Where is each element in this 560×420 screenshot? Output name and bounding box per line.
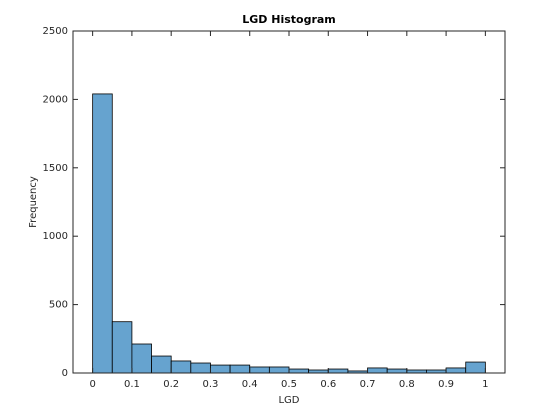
x-tick-label: 0 [89, 379, 95, 390]
bar [268, 366, 290, 374]
y-tick-label: 500 [49, 300, 68, 311]
bar [386, 368, 408, 374]
chart-title: LGD Histogram [242, 13, 336, 26]
x-tick-label: 0.8 [399, 379, 415, 390]
bar [367, 367, 388, 374]
x-tick-label: 0.6 [320, 379, 336, 390]
bar [210, 364, 231, 374]
y-tick-label: 1500 [43, 163, 68, 174]
y-tick-label: 1000 [43, 231, 68, 242]
x-tick-label: 0.4 [242, 379, 258, 390]
bar [170, 360, 192, 374]
y-axis-label: Frequency [28, 176, 39, 228]
x-tick-label: 1 [482, 379, 488, 390]
x-tick-label: 0.2 [163, 379, 179, 390]
bar [131, 343, 152, 374]
bar [445, 367, 467, 374]
bar [190, 362, 211, 374]
y-tick-label: 2500 [43, 26, 68, 37]
bar [111, 321, 133, 374]
bar [229, 364, 251, 374]
bar [327, 368, 349, 374]
x-tick-label: 0.1 [124, 379, 140, 390]
x-tick-label: 0.9 [438, 379, 454, 390]
x-tick-label: 0.5 [281, 379, 297, 390]
x-tick-label: 0.3 [203, 379, 219, 390]
y-tick-label: 0 [62, 368, 68, 379]
bar [92, 93, 113, 374]
bar [465, 361, 486, 374]
x-axis-label: LGD [278, 395, 299, 406]
bar [288, 368, 310, 374]
bar [151, 355, 172, 374]
bar [249, 366, 270, 374]
y-tick-label: 2000 [43, 94, 68, 105]
x-tick-label: 0.7 [360, 379, 376, 390]
